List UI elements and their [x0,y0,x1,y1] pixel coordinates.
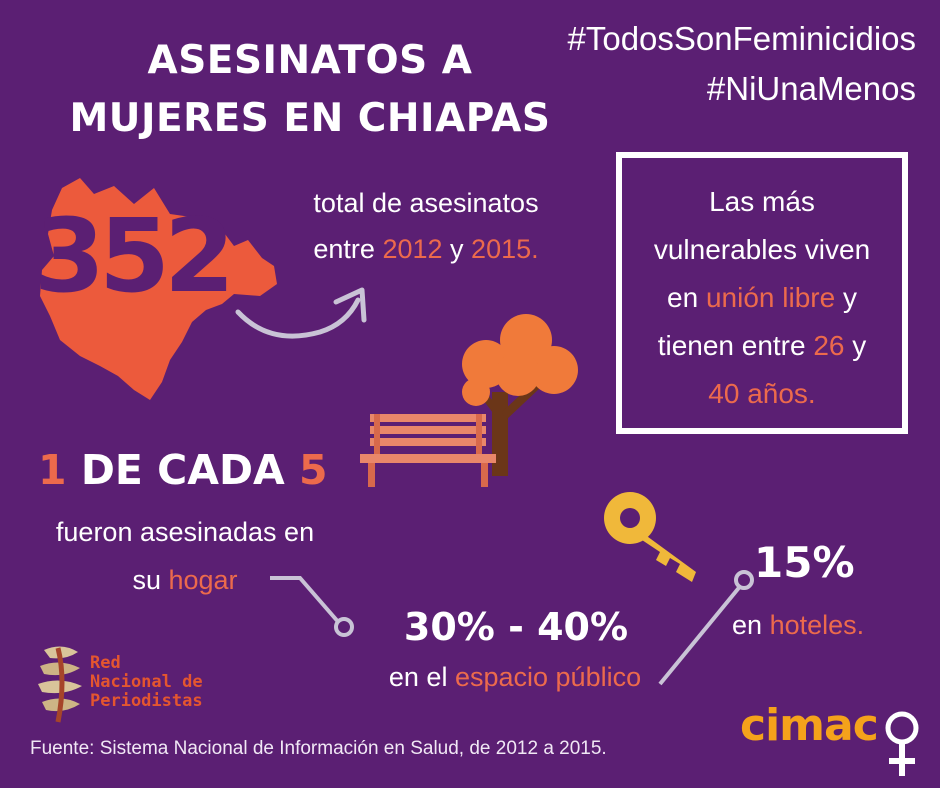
vulnerable-line-4: tienen entre 26 y [622,322,902,370]
vulnerable-y2: y [852,330,867,361]
network-line-2: Nacional de [90,672,203,692]
vulnerable-line-2: vulnerables viven [653,234,871,265]
ratio-mid: DE CADA [80,446,285,494]
arrow-icon [235,287,367,339]
hashtags: #TodosSonFeminicidios #NiUnaMenos [567,14,916,114]
bench-icon [360,414,496,487]
network-line-1: Red [90,653,121,673]
ratio-heading: 1 DE CADA 5 [38,442,328,498]
network-name: Red Nacional de Periodistas [90,654,203,711]
vulnerable-box [616,152,908,434]
vulnerable-text: Las más vulnerables viven en unión libre… [622,178,902,418]
vulnerable-line-3: en unión libre y [622,274,902,322]
vulnerable-tienen: tienen entre [657,330,806,361]
tree-icon [462,314,578,476]
title-line-2: MUJERES EN CHIAPAS [69,96,551,141]
age-min: 26 [813,330,845,361]
title-line-1: ASESINATOS A [147,38,473,83]
network-logo-icon [38,646,82,723]
chiapas-map-icon [40,178,277,400]
hogar-place: hogar [168,565,238,595]
hogar-caption: fueron asesinadas en su hogar [24,508,346,604]
key-icon [604,492,696,582]
public-caption: en el espacio público [350,662,680,693]
source-note: Fuente: Sistema Nacional de Información … [30,738,607,759]
female-symbol-icon [885,711,919,776]
hotel-percent: 15% [754,538,855,587]
year-end: 2015. [471,234,539,264]
total-and: y [450,234,464,264]
brand-logo: cimac [740,700,879,751]
hashtag-niunamenos: #NiUnaMenos [706,70,916,107]
union-libre: unión libre [705,282,836,313]
vulnerable-line-1: Las más [709,186,815,217]
total-line-1: total de asesinatos [313,188,539,218]
public-percent: 30% - 40% [403,605,629,649]
ratio-one: 1 [38,446,67,494]
hogar-line-1: fueron asesinadas en [55,517,315,547]
hotel-place: hoteles. [769,610,865,640]
vulnerable-y: y [842,282,857,313]
hotel-pre: en [732,610,763,640]
hotel-caption: en hoteles. [732,610,864,641]
network-line-3: Periodistas [90,691,203,711]
page-title: ASESINATOS A MUJERES EN CHIAPAS [30,32,590,148]
total-between: entre [313,234,375,264]
hashtag-todos: #TodosSonFeminicidios [567,20,916,57]
ratio-five: 5 [299,446,328,494]
total-number: 352 [34,197,235,316]
year-start: 2012 [382,234,443,264]
public-pre: en el [388,662,448,692]
hogar-su: su [132,565,161,595]
hogar-line-2: su hogar [24,556,346,604]
vulnerable-en: en [667,282,699,313]
total-caption: total de asesinatos entre 2012 y 2015. [276,180,576,272]
public-place: espacio público [454,662,642,692]
age-max: 40 años. [708,378,816,409]
total-line-2: entre 2012 y 2015. [276,226,576,272]
